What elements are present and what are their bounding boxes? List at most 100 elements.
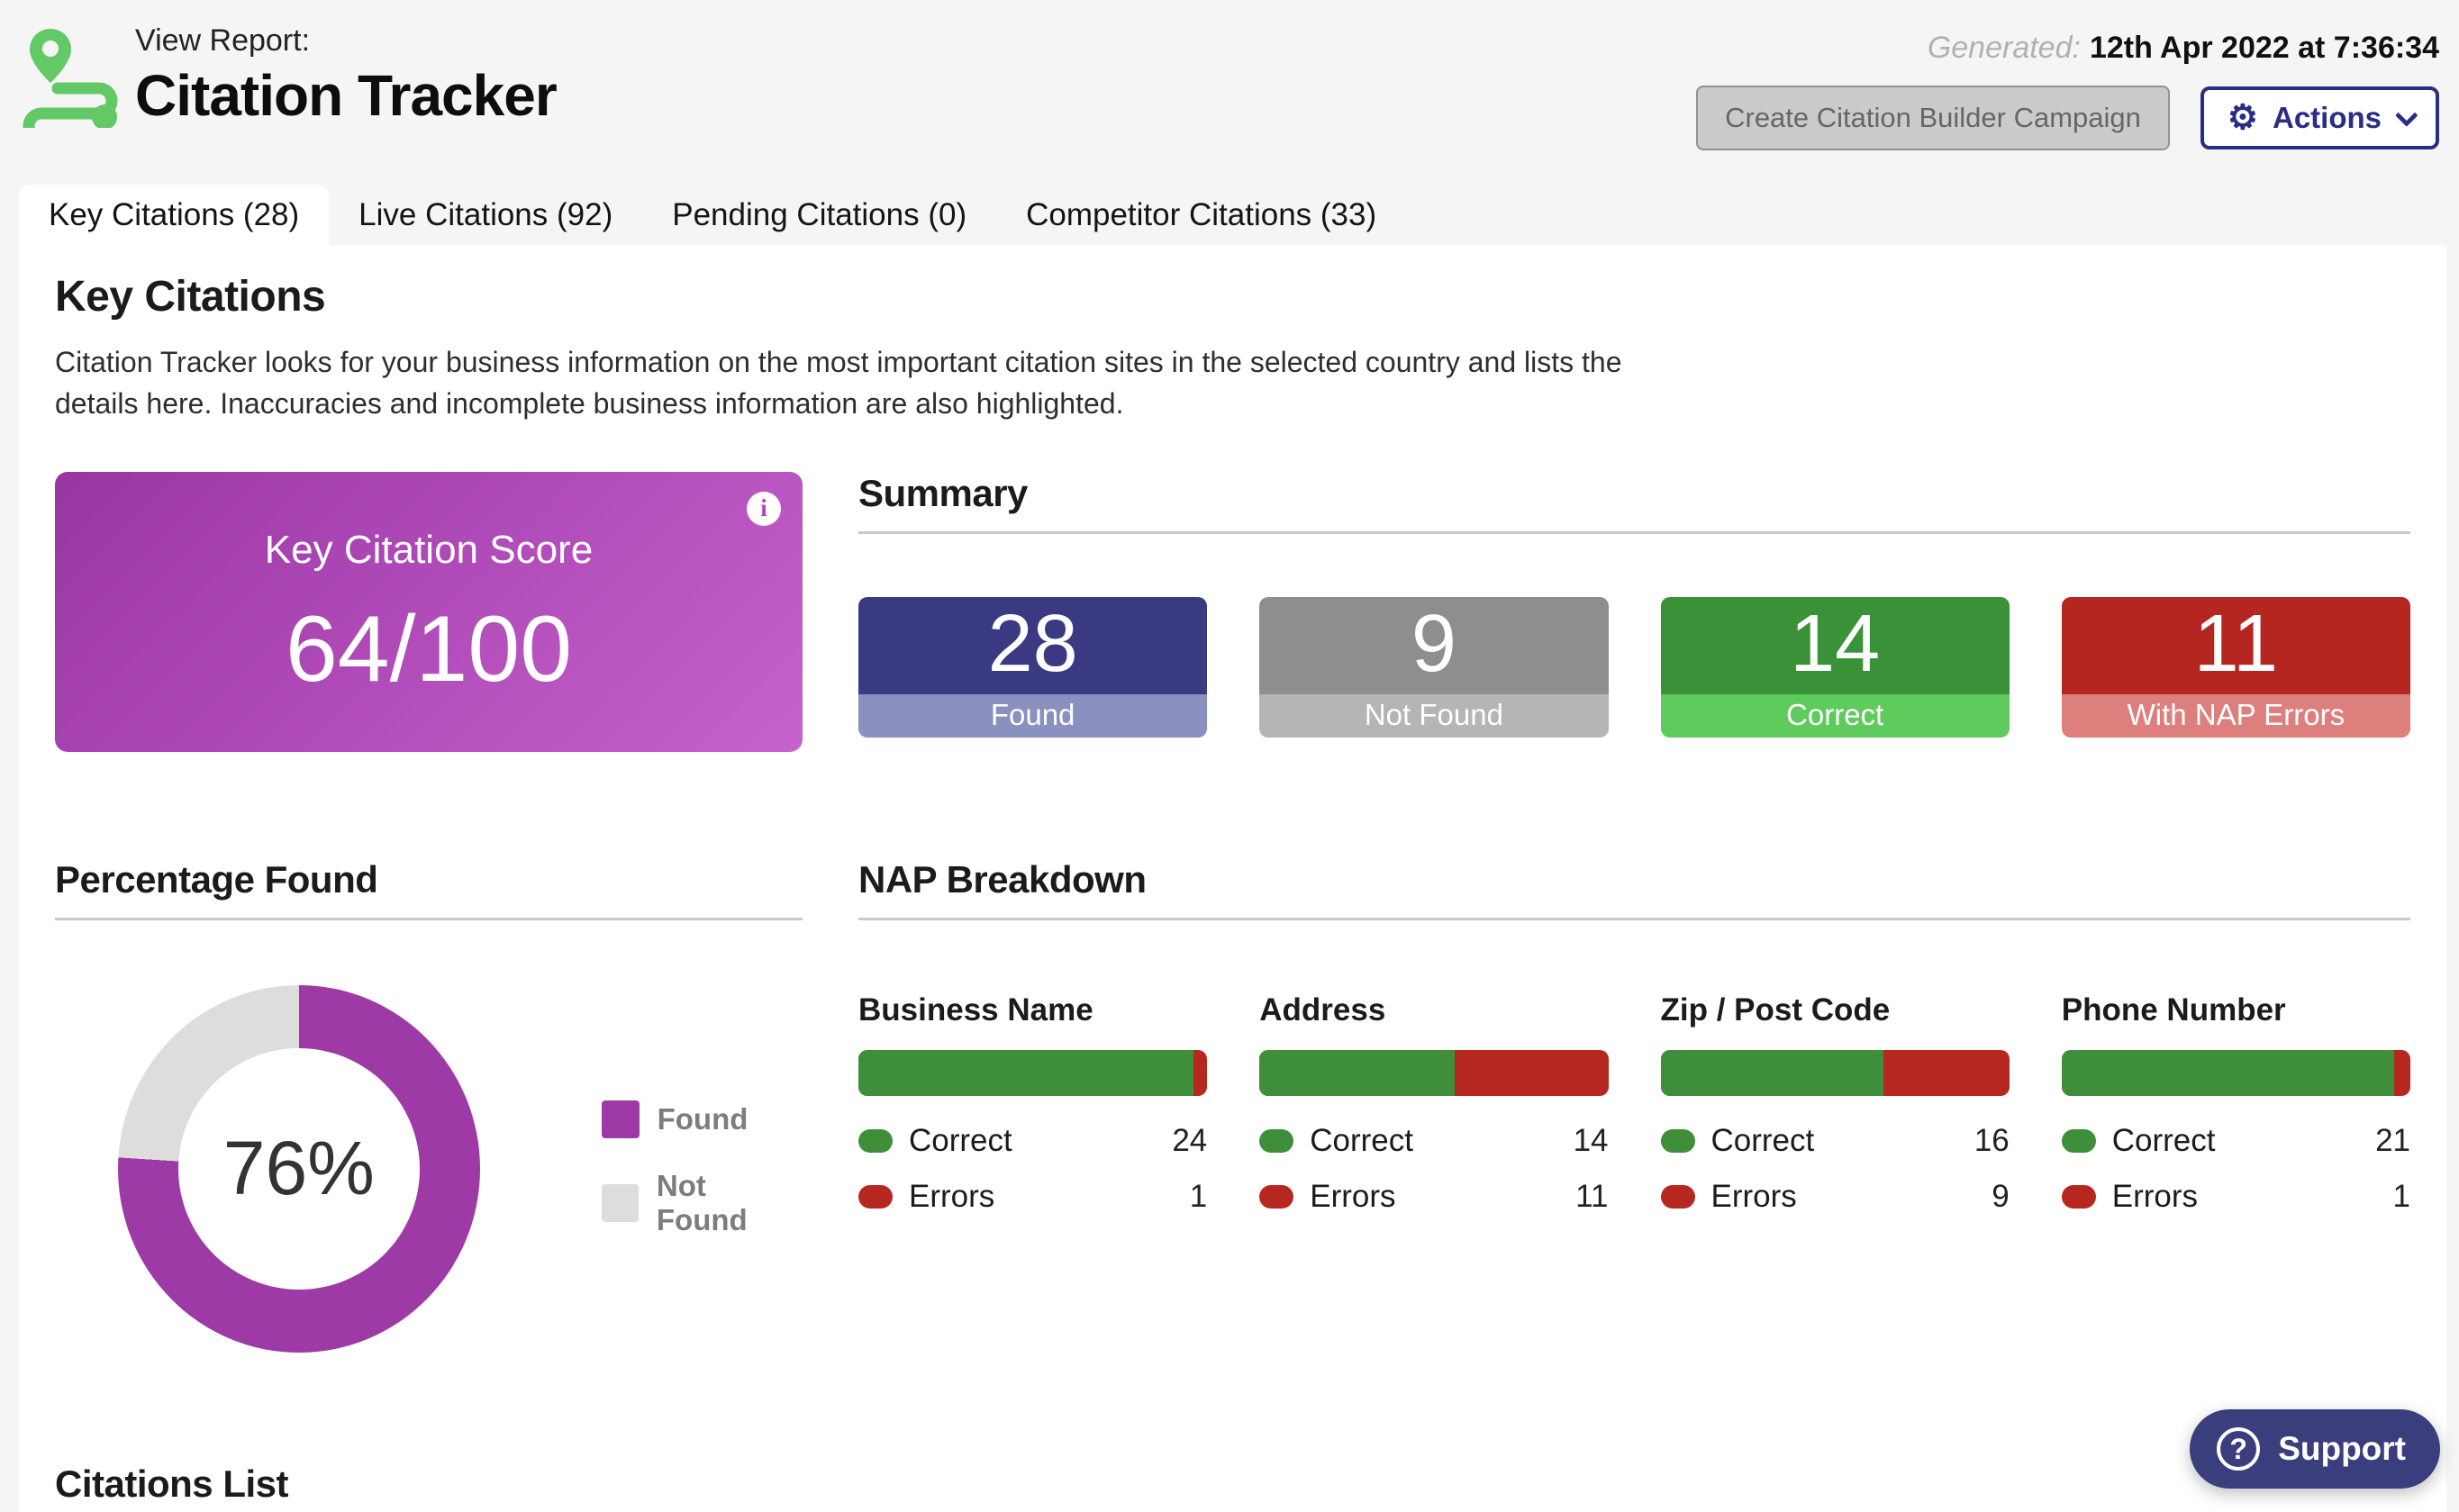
legend-item-found: Found	[601, 1100, 803, 1138]
section-heading-percentage-found: Percentage Found	[55, 857, 378, 901]
section-heading-nap-breakdown: NAP Breakdown	[858, 857, 1147, 901]
nap-column-zip-post-code: Zip / Post Code Correct 16 Errors 9	[1660, 991, 2010, 1215]
legend-item-not-found: Not Found	[601, 1168, 803, 1237]
tab-live-citations[interactable]: Live Citations (92)	[358, 196, 613, 232]
nap-errors-row: Errors 1	[858, 1179, 1207, 1215]
nap-column-business-name: Business Name Correct 24 Errors 1	[858, 991, 1208, 1215]
create-citation-builder-campaign-button[interactable]: Create Citation Builder Campaign	[1696, 86, 2170, 150]
actions-button-label: Actions	[2272, 101, 2382, 134]
legend-label: Found	[657, 1101, 749, 1136]
view-report-label: View Report:	[135, 23, 311, 58]
nap-errors-row: Errors 1	[2061, 1178, 2410, 1215]
nap-column-phone-number: Phone Number Correct 21 Errors 1	[2061, 991, 2410, 1215]
nap-bar-correct-segment	[2061, 1049, 2395, 1096]
nap-column-title: Address	[1259, 991, 1386, 1028]
nap-correct-count: 14	[1573, 1122, 1609, 1158]
stat-value: 11	[2061, 596, 2410, 694]
stat-label: Not Found	[1259, 693, 1609, 738]
legend-swatch-not-found	[601, 1183, 639, 1222]
nap-correct-label: Correct	[1310, 1122, 1413, 1158]
nap-correct-row: Correct 24	[858, 1123, 1207, 1159]
nap-errors-row: Errors 11	[1259, 1178, 1609, 1215]
section-heading-key-citations: Key Citations	[55, 273, 326, 321]
citation-tracker-logo-icon	[23, 29, 118, 128]
stat-value: 28	[858, 596, 1208, 694]
correct-dot-icon	[858, 1128, 893, 1153]
divider	[858, 530, 2410, 534]
stat-label: Correct	[1660, 693, 2010, 738]
citations-list-section: Citations List	[55, 1462, 2410, 1512]
section-heading-citations-list: Citations List	[55, 1462, 289, 1505]
support-button-label: Support	[2278, 1430, 2406, 1467]
nap-column-title: Zip / Post Code	[1660, 991, 1891, 1028]
nap-stacked-bar	[2061, 1049, 2410, 1096]
stat-label: Found	[858, 693, 1208, 738]
divider	[858, 917, 2410, 920]
nap-breakdown-section: NAP Breakdown Business Name Correct 24 E…	[858, 858, 2410, 1353]
score-card-value: 64/100	[285, 596, 573, 702]
errors-dot-icon	[2061, 1184, 2096, 1209]
nap-errors-count: 1	[2392, 1178, 2410, 1214]
nap-stacked-bar	[858, 1049, 1208, 1096]
nap-column-address: Address Correct 14 Errors 11	[1259, 991, 1609, 1215]
key-citations-panel: Key Citations Citation Tracker looks for…	[19, 245, 2446, 1512]
donut-percentage-label: 76%	[222, 1126, 375, 1211]
chevron-down-icon	[2395, 104, 2418, 127]
nap-bar-correct-segment	[1259, 1049, 1456, 1096]
info-icon[interactable]: i	[747, 491, 781, 526]
nap-column-title: Business Name	[858, 991, 1093, 1028]
stat-value: 14	[1660, 596, 2010, 694]
nap-errors-row: Errors 9	[1660, 1178, 2010, 1215]
actions-button[interactable]: ⚙ Actions	[2200, 86, 2439, 149]
legend-swatch-found	[601, 1100, 640, 1138]
nap-column-title: Phone Number	[2061, 991, 2286, 1028]
nap-correct-label: Correct	[909, 1122, 1012, 1158]
stat-box-found: 28 Found	[858, 596, 1208, 738]
stat-box-not-found: 9 Not Found	[1259, 596, 1609, 738]
nap-correct-row: Correct 16	[1660, 1122, 2010, 1159]
stat-value: 9	[1259, 596, 1609, 694]
nap-correct-row: Correct 14	[1259, 1122, 1609, 1159]
score-card-label: Key Citation Score	[264, 527, 594, 572]
correct-dot-icon	[1259, 1128, 1294, 1153]
donut-chart: 76%	[118, 984, 480, 1353]
tab-competitor-citations[interactable]: Competitor Citations (33)	[1026, 196, 1377, 232]
generated-timestamp: Generated: 12th Apr 2022 at 7:36:34	[1696, 31, 2439, 66]
question-mark-icon: ?	[2217, 1427, 2261, 1471]
percentage-found-section: Percentage Found 76% Found Not Found	[55, 858, 803, 1353]
tab-pending-citations[interactable]: Pending Citations (0)	[672, 196, 967, 232]
nap-errors-count: 11	[1575, 1178, 1609, 1214]
summary-section: Summary 28 Found 9 Not Found 14 Correct …	[858, 472, 2410, 752]
stat-box-correct: 14 Correct	[1660, 596, 2010, 738]
errors-dot-icon	[1660, 1184, 1695, 1209]
tab-key-citations[interactable]: Key Citations (28)	[19, 185, 330, 245]
nap-bar-correct-segment	[858, 1049, 1193, 1096]
errors-dot-icon	[858, 1184, 893, 1209]
gear-icon: ⚙	[2227, 99, 2258, 137]
page-title: Citation Tracker	[135, 63, 558, 128]
section-heading-summary: Summary	[858, 471, 1028, 514]
report-tabs: Key Citations (28) Live Citations (92) P…	[0, 185, 2459, 245]
correct-dot-icon	[1660, 1128, 1695, 1153]
nap-errors-label: Errors	[1310, 1178, 1396, 1214]
nap-correct-count: 16	[1974, 1122, 2010, 1158]
stat-label: With NAP Errors	[2061, 693, 2410, 738]
stat-box-nap-errors: 11 With NAP Errors	[2061, 596, 2410, 738]
generated-value: 12th Apr 2022 at 7:36:34	[2089, 31, 2439, 65]
nap-bar-correct-segment	[1660, 1049, 1884, 1096]
key-citation-score-card: i Key Citation Score 64/100	[55, 471, 803, 752]
key-citations-description: Citation Tracker looks for your business…	[55, 346, 1622, 421]
errors-dot-icon	[1259, 1184, 1294, 1209]
nap-errors-label: Errors	[2111, 1178, 2199, 1214]
divider	[55, 917, 803, 920]
report-header: View Report: Citation Tracker Generated:…	[0, 0, 2459, 185]
nap-correct-count: 24	[1172, 1122, 1208, 1158]
legend-label: Not Found	[656, 1168, 748, 1236]
nap-correct-row: Correct 21	[2061, 1122, 2410, 1159]
donut-legend: Found Not Found	[601, 1100, 803, 1237]
nap-correct-count: 21	[2375, 1122, 2410, 1158]
correct-dot-icon	[2061, 1128, 2096, 1153]
nap-errors-label: Errors	[1710, 1178, 1797, 1214]
nap-correct-label: Correct	[2111, 1122, 2216, 1158]
support-button[interactable]: ? Support	[2190, 1409, 2440, 1489]
